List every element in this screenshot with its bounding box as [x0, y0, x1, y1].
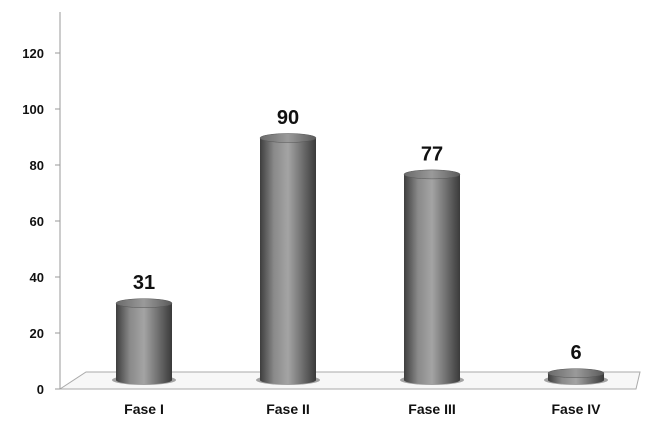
y-tick-label: 40: [30, 270, 44, 285]
bar: [112, 298, 176, 385]
bar-base: [548, 375, 604, 385]
bar: [256, 133, 320, 385]
y-tick-label: 100: [22, 102, 44, 117]
bar-cap: [403, 169, 461, 180]
bars-group: 31 90 77 6: [112, 107, 608, 385]
chart-floor: [58, 371, 641, 390]
bar-body: [260, 138, 316, 380]
bar: [400, 169, 464, 385]
y-tick-label: 60: [30, 214, 44, 229]
bar-base: [116, 375, 172, 385]
y-tick-label: 120: [22, 46, 44, 61]
data-label: 31: [133, 272, 155, 294]
bar-cap: [115, 298, 173, 308]
x-tick-label: Fase I: [124, 401, 164, 417]
y-tick-label: 0: [37, 382, 44, 397]
bar-body: [116, 303, 172, 380]
data-label: 77: [421, 143, 443, 165]
y-tick-label: 80: [30, 158, 44, 173]
bar-cap: [547, 368, 605, 378]
bar-base: [404, 375, 460, 385]
x-axis-labels: Fase I Fase II Fase III Fase IV: [124, 401, 601, 417]
x-tick-label: Fase II: [266, 401, 310, 417]
y-axis-ticks: 0 20 40 60 80 100 120: [22, 46, 60, 397]
bar: [544, 368, 608, 385]
y-tick-label: 20: [30, 326, 44, 341]
bar-cap: [259, 133, 317, 143]
bar-body: [404, 174, 460, 380]
data-label: 6: [570, 342, 581, 364]
bar-base: [260, 375, 316, 385]
x-tick-label: Fase IV: [551, 401, 601, 417]
x-tick-label: Fase III: [408, 401, 455, 417]
data-label: 90: [277, 107, 299, 129]
